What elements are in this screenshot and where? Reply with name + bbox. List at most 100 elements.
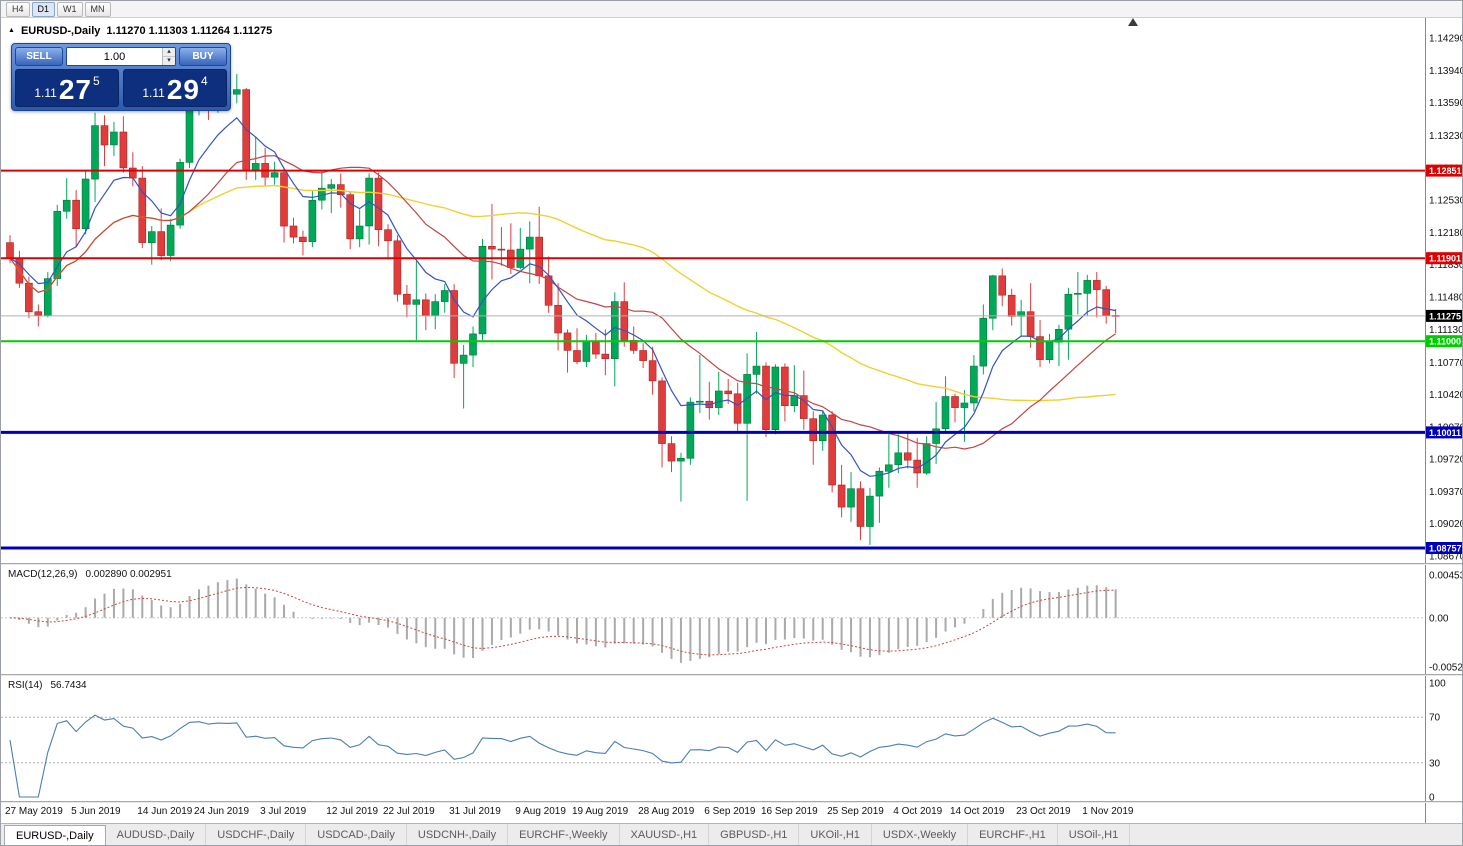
date-label: 1 Nov 2019 bbox=[1082, 806, 1134, 817]
chart-symbol-period: EURUSD-,Daily bbox=[20, 25, 101, 37]
svg-text:1.11901: 1.11901 bbox=[1429, 254, 1461, 264]
date-label: 6 Sep 2019 bbox=[704, 806, 756, 817]
macd-histogram bbox=[18, 578, 1117, 663]
chart-tab-usdcad-daily[interactable]: USDCAD-,Daily bbox=[306, 824, 407, 845]
price-tick: 1.12180 bbox=[1429, 228, 1463, 239]
svg-text:1.12851: 1.12851 bbox=[1429, 166, 1462, 176]
sell-price-big: 27 bbox=[58, 74, 92, 105]
macd-values: 0.002890 0.002951 bbox=[85, 569, 172, 580]
ma-slow-line bbox=[9, 184, 1116, 402]
rsi-line bbox=[9, 714, 1116, 798]
price-tick: 1.11130 bbox=[1429, 325, 1463, 336]
buy-price-prefix: 1.11 bbox=[142, 86, 165, 100]
timeframe-button-h4[interactable]: H4 bbox=[6, 1, 30, 17]
rsi-name: RSI(14) bbox=[8, 680, 43, 691]
sell-price-sup: 5 bbox=[92, 74, 100, 88]
price-tick: 1.13230 bbox=[1429, 131, 1463, 142]
timeframe-button-mn[interactable]: MN bbox=[84, 1, 111, 17]
chart-tab-eurusd-daily[interactable]: EURUSD-,Daily bbox=[4, 825, 106, 845]
sell-button[interactable]: SELL bbox=[15, 47, 63, 66]
price-tick: 1.09720 bbox=[1429, 455, 1463, 466]
macd-signal-line bbox=[9, 586, 1116, 656]
chart-tab-usoil-h1[interactable]: USOil-,H1 bbox=[1058, 824, 1131, 845]
price-tick: 1.13590 bbox=[1429, 98, 1463, 109]
price-tick: 1.14290 bbox=[1429, 34, 1463, 45]
price-badge: 1.10011 bbox=[1426, 426, 1462, 439]
buy-button[interactable]: BUY bbox=[179, 47, 227, 66]
svg-text:1.11000: 1.11000 bbox=[1429, 337, 1461, 347]
date-label: 4 Oct 2019 bbox=[893, 806, 942, 817]
chart-tab-ukoil-h1[interactable]: UKOil-,H1 bbox=[799, 824, 872, 845]
date-label: 19 Aug 2019 bbox=[572, 806, 629, 817]
price-tick: 1.10770 bbox=[1429, 358, 1463, 369]
chart-title: ▲ EURUSD-,Daily 1.11270 1.11303 1.11264 … bbox=[8, 25, 272, 37]
ma-mid-line bbox=[9, 155, 1116, 450]
date-label: 12 Jul 2019 bbox=[326, 806, 378, 817]
price-tick: 1.09020 bbox=[1429, 519, 1463, 530]
price-tick: 1.13940 bbox=[1429, 66, 1463, 77]
date-label: 14 Oct 2019 bbox=[950, 806, 1005, 817]
time-axis[interactable]: 27 May 2019 5 Jun 2019 14 Jun 2019 24 Jun 2… bbox=[5, 806, 1134, 817]
chart-collapse-icon[interactable]: ▲ bbox=[8, 27, 15, 34]
timeframe-button-d1[interactable]: D1 bbox=[31, 1, 56, 17]
svg-text:1.08757: 1.08757 bbox=[1429, 544, 1462, 554]
chart-tab-usdcnh-daily[interactable]: USDCNH-,Daily bbox=[407, 824, 509, 845]
price-badge: 1.11901 bbox=[1426, 252, 1462, 265]
price-tick: 1.11830 bbox=[1429, 260, 1463, 271]
chart-shift-marker-icon[interactable] bbox=[1128, 18, 1138, 26]
sell-price-prefix: 1.11 bbox=[34, 86, 57, 100]
price-tick: 1.11480 bbox=[1429, 293, 1463, 304]
macd-name: MACD(12,26,9) bbox=[8, 569, 78, 580]
price-tick: 1.12530 bbox=[1429, 196, 1463, 207]
timeframe-button-w1[interactable]: W1 bbox=[57, 1, 83, 17]
chart-tab-usdx-weekly[interactable]: USDX-,Weekly bbox=[872, 824, 969, 845]
volume-spinner: ▴ ▾ bbox=[162, 48, 175, 65]
volume-field: ▴▾ bbox=[66, 47, 176, 66]
price-badge: 1.08757 bbox=[1426, 542, 1462, 554]
chart-tab-xauusd-h1[interactable]: XAUUSD-,H1 bbox=[620, 824, 710, 845]
buy-price-display[interactable]: 1.11 29 4 bbox=[123, 69, 227, 107]
price-axis[interactable]: 1.142901.139401.135901.132301.128801.125… bbox=[1425, 18, 1463, 823]
price-tick: 1.08670 bbox=[1429, 552, 1463, 563]
rsi-axis-tick: 30 bbox=[1429, 758, 1441, 769]
sell-price-display[interactable]: 1.11 27 5 bbox=[15, 69, 119, 107]
chart-tab-gbpusd-h1[interactable]: GBPUSD-,H1 bbox=[709, 824, 800, 845]
svg-text:1.10011: 1.10011 bbox=[1429, 428, 1461, 438]
chart-tab-eurchf-h1[interactable]: EURCHF-,H1 bbox=[968, 824, 1058, 845]
chart-tab-audusd-daily[interactable]: AUDUSD-,Daily bbox=[106, 824, 207, 845]
date-label: 14 Jun 2019 bbox=[137, 806, 192, 817]
chart-ohlc-values: 1.11270 1.11303 1.11264 1.11275 bbox=[106, 25, 273, 37]
date-label: 27 May 2019 bbox=[5, 806, 63, 817]
price-badge: 1.11000 bbox=[1426, 335, 1462, 348]
buy-price-sup: 4 bbox=[200, 74, 208, 88]
date-label: 31 Jul 2019 bbox=[449, 806, 501, 817]
macd-axis-tick: 0.004536 bbox=[1429, 571, 1463, 582]
price-badge: 1.11275 bbox=[1426, 309, 1462, 322]
rsi-axis-tick: 0 bbox=[1429, 793, 1435, 804]
date-label: 28 Aug 2019 bbox=[638, 806, 695, 817]
date-label: 9 Aug 2019 bbox=[515, 806, 566, 817]
chart-tab-usdchf-daily[interactable]: USDCHF-,Daily bbox=[206, 824, 307, 845]
date-label: 24 Jun 2019 bbox=[194, 806, 249, 817]
date-label: 22 Jul 2019 bbox=[383, 806, 435, 817]
rsi-indicator-label: RSI(14) 56.7434 bbox=[8, 680, 87, 691]
spinner-up-icon[interactable]: ▴ bbox=[163, 48, 175, 57]
date-label: 23 Oct 2019 bbox=[1016, 806, 1071, 817]
svg-text:1.11275: 1.11275 bbox=[1429, 311, 1461, 321]
price-tick: 1.09370 bbox=[1429, 487, 1463, 498]
macd-axis-tick: -0.005205 bbox=[1429, 663, 1463, 674]
macd-indicator-label: MACD(12,26,9) 0.002890 0.002951 bbox=[8, 569, 172, 580]
buy-price-big: 29 bbox=[166, 74, 200, 105]
date-label: 5 Jun 2019 bbox=[71, 806, 121, 817]
rsi-value: 56.7434 bbox=[50, 680, 87, 691]
price-tick: 1.10420 bbox=[1429, 390, 1463, 401]
chart-tab-eurchf-weekly[interactable]: EURCHF-,Weekly bbox=[508, 824, 620, 845]
price-badge: 1.12851 bbox=[1426, 164, 1462, 177]
volume-input[interactable] bbox=[67, 48, 162, 65]
rsi-axis-tick: 70 bbox=[1429, 713, 1441, 724]
date-label: 3 Jul 2019 bbox=[260, 806, 307, 817]
spinner-down-icon[interactable]: ▾ bbox=[163, 57, 175, 65]
candlestick-series[interactable] bbox=[6, 73, 1120, 545]
